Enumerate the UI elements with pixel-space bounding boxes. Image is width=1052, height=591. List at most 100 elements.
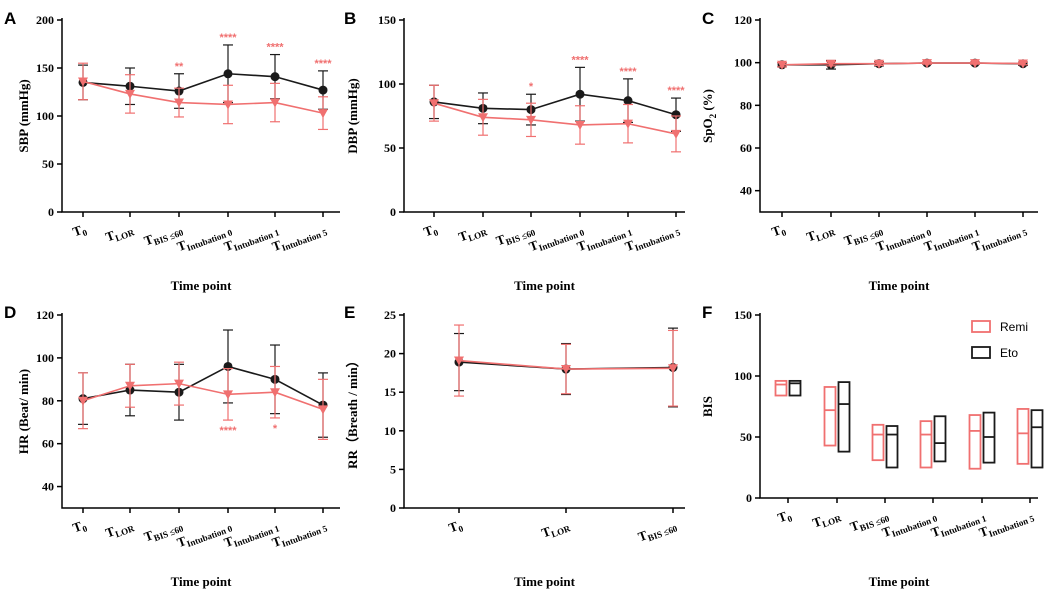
series-eto — [78, 44, 328, 110]
series-line — [82, 382, 324, 411]
data-point — [270, 98, 280, 108]
data-point — [78, 396, 88, 406]
significance-marker: * — [529, 81, 534, 93]
series-remi — [454, 324, 678, 407]
axis-lines — [61, 18, 340, 213]
x-tick-label: TLOR — [103, 517, 136, 543]
y-tick-label: 100 — [36, 351, 54, 365]
y-tick-label: 80 — [42, 394, 54, 408]
y-axis-title: SBP (mmHg) — [16, 79, 31, 152]
y-tick-label: 0 — [48, 205, 54, 219]
legend-swatch-eto — [971, 346, 991, 359]
significance-marker: **** — [571, 54, 589, 66]
x-tick-label: TIntubation 5 — [270, 221, 329, 256]
data-point — [922, 59, 932, 69]
y-axis-title: SpO2 (%) — [700, 89, 718, 143]
y-axis-title: RR（Breath / min） — [345, 354, 360, 469]
series-remi — [78, 361, 328, 440]
x-tick-label: TIntubation 5 — [970, 221, 1029, 256]
range-bar — [823, 386, 837, 447]
range-bar — [1016, 408, 1030, 465]
x-axis-title: Time point — [869, 278, 930, 293]
series-line — [433, 93, 677, 116]
panel-label: E — [344, 303, 355, 322]
data-point — [526, 115, 536, 125]
data-point — [223, 100, 233, 110]
x-tick-label: TLOR — [804, 221, 837, 247]
y-axis-title: HR (Beat/ min) — [16, 369, 31, 454]
x-tick-label: TIntubation 5 — [623, 221, 682, 256]
y-tick-label: 50 — [384, 141, 396, 155]
axis-lines — [61, 313, 340, 509]
x-tick-label: TIntubation 0 — [880, 507, 939, 542]
y-tick-label: 150 — [734, 308, 752, 322]
x-axis-title: Time point — [869, 574, 930, 589]
data-point — [575, 120, 585, 130]
y-axis-title: DBP (mmHg) — [345, 78, 360, 153]
legend-label-eto: Eto — [1000, 346, 1018, 360]
x-axis-title: Time point — [514, 278, 575, 293]
data-point — [125, 381, 135, 391]
panel-e: E 0 5 10 15 20 25 T0 TLOR TBIS ≤60 Time point RR（Br… — [344, 303, 685, 589]
significance-marker: ** — [175, 61, 184, 73]
data-point — [671, 129, 681, 139]
series-line — [82, 80, 324, 114]
x-tick-label: T0 — [71, 517, 90, 538]
significance-marker: **** — [667, 85, 685, 97]
panel-label: B — [344, 9, 356, 28]
y-axis-title: BIS — [700, 396, 715, 417]
data-point — [223, 69, 233, 79]
series-remi — [429, 84, 681, 153]
y-tick-label: 150 — [36, 61, 54, 75]
panel-label: D — [4, 303, 16, 322]
y-tick-label: 50 — [740, 430, 752, 444]
data-point — [125, 89, 135, 99]
y-tick-label: 20 — [384, 347, 396, 361]
panel-label: A — [4, 9, 16, 28]
data-point — [318, 109, 328, 119]
x-axis-title: Time point — [171, 574, 232, 589]
data-point — [78, 77, 88, 87]
y-tick-label: 40 — [740, 184, 752, 198]
y-tick-label: 50 — [42, 157, 54, 171]
series-remi — [78, 62, 328, 131]
data-point — [826, 59, 836, 69]
series-remi — [777, 59, 1028, 70]
data-point — [318, 85, 328, 95]
x-tick-label: TLOR — [456, 221, 489, 247]
x-tick-label: TIntubation 5 — [977, 507, 1036, 542]
y-tick-label: 0 — [390, 205, 396, 219]
significance-marker: **** — [619, 66, 637, 78]
data-point — [318, 405, 328, 415]
y-tick-label: 0 — [746, 491, 752, 505]
legend-swatch-remi — [971, 320, 991, 333]
series-eto — [788, 379, 1044, 469]
x-tick-label: TIntubation 5 — [270, 517, 329, 552]
panel-label: C — [702, 9, 714, 28]
data-point — [223, 390, 233, 400]
x-axis-title: Time point — [514, 574, 575, 589]
significance-marker: **** — [314, 58, 332, 70]
range-bar — [774, 379, 788, 397]
y-tick-label: 60 — [740, 141, 752, 155]
range-bar — [919, 420, 933, 469]
y-tick-label: 120 — [36, 308, 54, 322]
data-point — [270, 388, 280, 398]
series-line — [82, 365, 324, 406]
data-point — [174, 379, 184, 389]
significance-marker: * — [273, 423, 278, 435]
x-tick-label: T0 — [770, 221, 789, 242]
legend: Remi Eto — [971, 320, 1028, 360]
legend-label-remi: Remi — [1000, 320, 1028, 334]
y-tick-label: 100 — [734, 56, 752, 70]
data-point — [429, 99, 439, 109]
data-point — [454, 356, 464, 366]
x-tick-label: TLOR — [103, 221, 136, 247]
y-tick-label: 0 — [390, 501, 396, 515]
data-point — [623, 119, 633, 129]
axis-lines — [759, 313, 1038, 499]
y-tick-label: 60 — [42, 437, 54, 451]
